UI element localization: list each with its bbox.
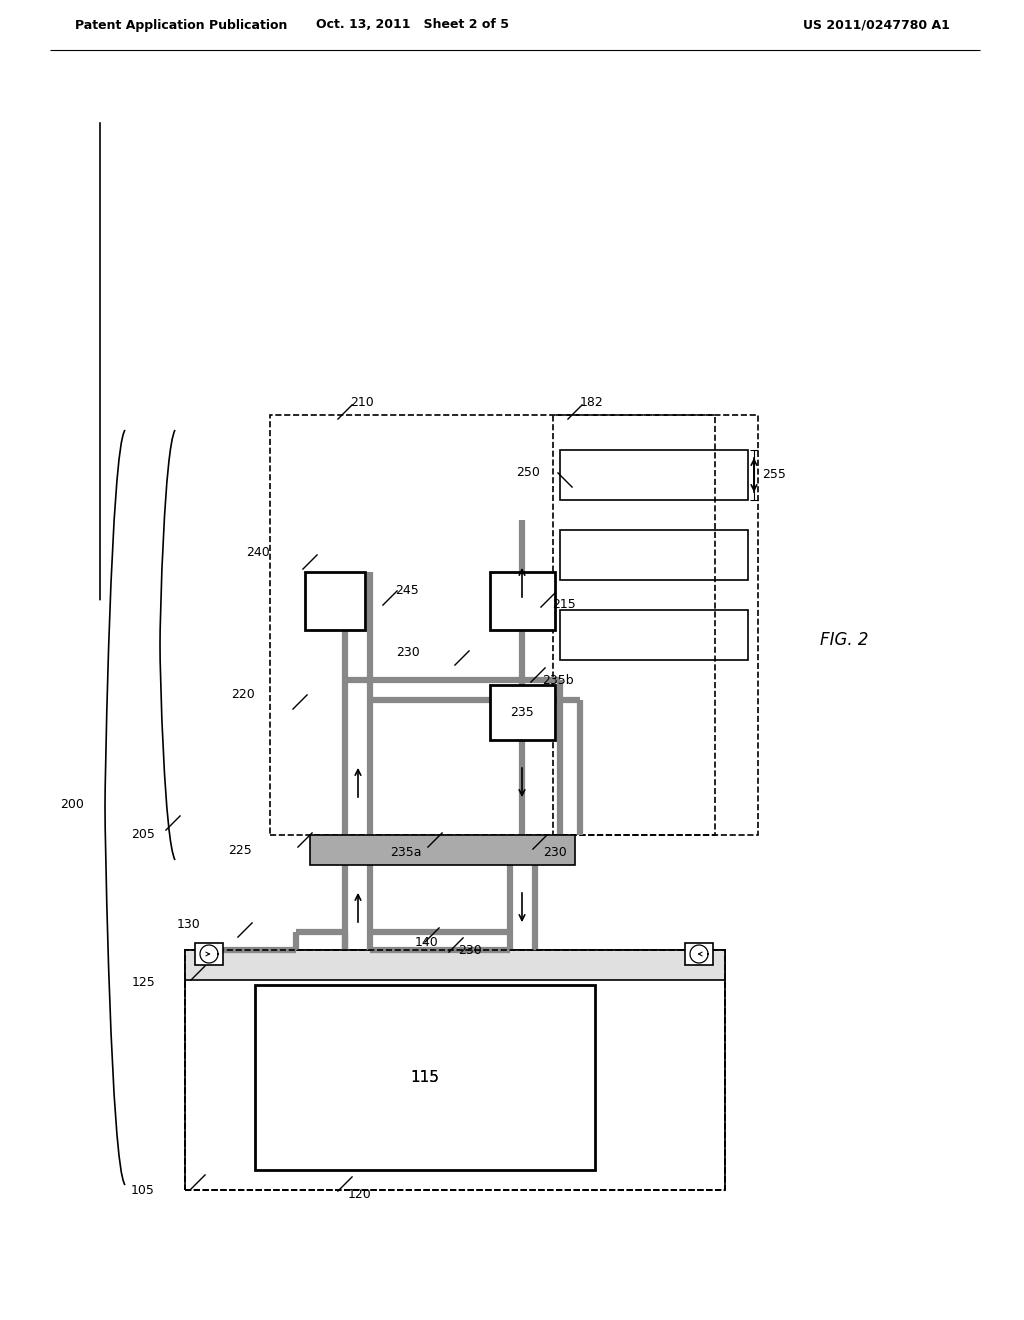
Text: US 2011/0247780 A1: US 2011/0247780 A1 bbox=[803, 18, 950, 32]
Bar bbox=[185, 950, 725, 979]
Text: 105: 105 bbox=[131, 1184, 155, 1196]
Bar bbox=[255, 985, 595, 1170]
Text: 120: 120 bbox=[348, 1188, 372, 1200]
Text: 245: 245 bbox=[395, 583, 419, 597]
Text: 235a: 235a bbox=[390, 846, 422, 858]
Text: 240: 240 bbox=[246, 545, 270, 558]
Text: 205: 205 bbox=[131, 829, 155, 842]
Bar bbox=[185, 950, 725, 1191]
Bar bbox=[490, 685, 555, 741]
Text: 230: 230 bbox=[543, 846, 566, 858]
Text: 220: 220 bbox=[231, 689, 255, 701]
Text: FIG. 2: FIG. 2 bbox=[820, 631, 868, 649]
Text: Oct. 13, 2011   Sheet 2 of 5: Oct. 13, 2011 Sheet 2 of 5 bbox=[315, 18, 509, 32]
Bar bbox=[185, 950, 725, 1191]
Bar bbox=[490, 572, 555, 630]
Text: 255: 255 bbox=[762, 469, 785, 482]
Text: 230: 230 bbox=[458, 944, 481, 957]
Text: 115: 115 bbox=[411, 1071, 439, 1085]
Text: 210: 210 bbox=[350, 396, 374, 408]
Text: 182: 182 bbox=[580, 396, 604, 408]
Bar bbox=[560, 531, 748, 579]
Text: 125: 125 bbox=[131, 977, 155, 990]
Bar bbox=[195, 942, 223, 965]
Text: 130: 130 bbox=[176, 919, 200, 932]
Text: 200: 200 bbox=[60, 799, 84, 812]
Text: 215: 215 bbox=[552, 598, 575, 611]
Bar bbox=[553, 414, 758, 836]
Text: 140: 140 bbox=[415, 936, 438, 949]
Bar bbox=[270, 414, 715, 836]
Bar bbox=[310, 836, 575, 865]
Text: 235b: 235b bbox=[542, 673, 573, 686]
Text: 235: 235 bbox=[510, 706, 534, 719]
Text: 225: 225 bbox=[228, 843, 252, 857]
Bar bbox=[560, 610, 748, 660]
Bar bbox=[305, 572, 365, 630]
Text: 250: 250 bbox=[516, 466, 540, 479]
Text: 230: 230 bbox=[396, 645, 420, 659]
Bar bbox=[560, 450, 748, 500]
Bar bbox=[685, 942, 713, 965]
Text: Patent Application Publication: Patent Application Publication bbox=[75, 18, 288, 32]
Text: 115: 115 bbox=[411, 1071, 439, 1085]
